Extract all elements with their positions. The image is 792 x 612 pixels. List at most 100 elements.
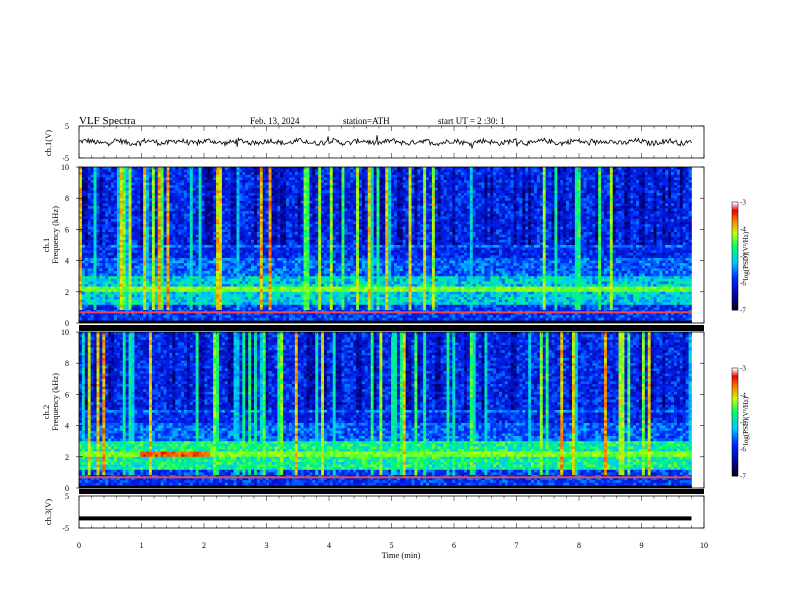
ch1-spectrogram-cell (470, 167, 473, 170)
ch1-spectrogram-cell (394, 175, 397, 178)
ch1-spectrogram-cell (613, 219, 616, 222)
ch1-spectrogram-cell (85, 201, 88, 204)
ch1-spectrogram-cell (85, 177, 88, 180)
ch1-spectrogram-cell (648, 198, 651, 201)
ch1-spectrogram-cell (642, 209, 645, 212)
ch1-spectrogram-cell (391, 214, 394, 217)
ch1-spectrogram-cell (479, 201, 482, 204)
ch1-spectrogram-cell (493, 224, 496, 227)
ch1-spectrogram-cell (120, 196, 123, 199)
ch1-spectrogram-cell (222, 175, 225, 178)
ch1-spectrogram-cell (312, 216, 315, 219)
ch1-spectrogram-cell (210, 190, 213, 193)
ch1-spectrogram-cell (88, 216, 91, 219)
ch1-spectrogram-cell (429, 188, 432, 191)
ch1-spectrogram-cell (636, 196, 639, 199)
ch1-spectrogram-cell (111, 219, 114, 222)
ch1-spectrogram-cell (274, 209, 277, 212)
ch1-spectrogram-cell (353, 206, 356, 209)
ch1-spectrogram-cell (210, 170, 213, 173)
ch1-spectrogram-cell (257, 185, 260, 188)
ch1-spectrogram-cell (245, 214, 248, 217)
ch1-spectrogram-cell (680, 183, 683, 186)
ch1-spectrogram-cell (347, 209, 350, 212)
ch1-spectrogram-cell (479, 188, 482, 191)
ch1-spectrogram-cell (467, 177, 470, 180)
ch1-spectrogram-cell (642, 216, 645, 219)
ch1-spectrogram-cell (654, 201, 657, 204)
ch1-spectrogram-cell (307, 170, 310, 173)
ch1-spectrogram-cell (662, 183, 665, 186)
ch1-spectrogram-cell (417, 180, 420, 183)
ch1-spectrogram-cell (175, 201, 178, 204)
ch1-spectrogram-cell (309, 183, 312, 186)
ch1-spectrogram-cell (336, 203, 339, 206)
ch1-spectrogram-cell (202, 198, 205, 201)
ch1-spectrogram-cell (473, 172, 476, 175)
ch1-spectrogram-cell (534, 196, 537, 199)
ch1-spectrogram-cell (444, 177, 447, 180)
ch1-spectrogram-cell (391, 193, 394, 196)
ch1-spectrogram-cell (455, 216, 458, 219)
ch1-spectrogram-cell (633, 219, 636, 222)
ch1-spectrogram-cell (589, 201, 592, 204)
ch1-spectrogram-cell (668, 222, 671, 225)
ch1-spectrogram-cell (283, 224, 286, 227)
ch1-spectrogram-cell (330, 185, 333, 188)
ch1-spectrogram-cell (487, 172, 490, 175)
ch1-spectrogram-cell (143, 211, 146, 214)
ch1-spectrogram-cell (400, 188, 403, 191)
ch1-spectrogram-cell (289, 188, 292, 191)
ch1-spectrogram-cell (371, 211, 374, 214)
ch1-spectrogram-cell (263, 222, 266, 225)
ch1-spectrogram-cell (99, 222, 102, 225)
ch1-spectrogram-cell (537, 170, 540, 173)
ch1-spectrogram-cell (190, 185, 193, 188)
ch1-spectrogram-cell (301, 222, 304, 225)
ch1-spectrogram-cell (283, 219, 286, 222)
ch1-spectrogram-cell (137, 170, 140, 173)
ch1-spectrogram-cell (689, 170, 692, 173)
ch1-spectrogram-cell (105, 180, 108, 183)
ch1-spectrogram-cell (181, 183, 184, 186)
ch1-spectrogram-cell (420, 211, 423, 214)
ch1-spectrogram-cell (382, 188, 385, 191)
ch1-spectrogram-cell (172, 216, 175, 219)
ch1-spectrogram-cell (470, 190, 473, 193)
ch1-spectrogram-cell (365, 193, 368, 196)
ch1-spectrogram-cell (517, 170, 520, 173)
ch1-spectrogram-cell (298, 203, 301, 206)
ch1-spectrogram-cell (505, 193, 508, 196)
ch1-spectrogram-cell (140, 188, 143, 191)
ch1-spectrogram-cell (181, 222, 184, 225)
ch1-spectrogram-cell (175, 175, 178, 178)
ch1-spectrogram-cell (554, 198, 557, 201)
ch1-spectrogram-cell (245, 188, 248, 191)
ch1-spectrogram-cell (543, 172, 546, 175)
ch1-spectrogram-cell (239, 177, 242, 180)
ch1-spectrogram-cell (295, 206, 298, 209)
ch1-spectrogram-cell (470, 188, 473, 191)
ch1-spectrogram-cell (129, 175, 132, 178)
ch1-spectrogram-cell (616, 219, 619, 222)
ch1-spectrogram-cell (111, 175, 114, 178)
ch1-spectrogram-cell (134, 172, 137, 175)
ch1-spectrogram-cell (403, 172, 406, 175)
ch1-spectrogram-cell (633, 206, 636, 209)
ch1-spectrogram-cell (432, 172, 435, 175)
ch1-spectrogram-cell (239, 209, 242, 212)
ch1-spectrogram-cell (292, 172, 295, 175)
ch1-spectrogram-cell (242, 190, 245, 193)
ch1-spectrogram-cell (374, 201, 377, 204)
ch1-spectrogram-cell (566, 180, 569, 183)
ch1-spectrogram-cell (123, 172, 126, 175)
ch1-spectrogram-cell (578, 170, 581, 173)
ch1-spectrogram-cell (657, 180, 660, 183)
ch1-spectrogram-cell (601, 170, 604, 173)
ch1-spectrogram-cell (301, 214, 304, 217)
ch1-spectrogram-cell (126, 190, 129, 193)
ch1-spectrogram-cell (251, 175, 254, 178)
ch1-spectrogram-cell (309, 219, 312, 222)
ch1-spectrogram-cell (374, 172, 377, 175)
ch1-spectrogram-cell (479, 209, 482, 212)
